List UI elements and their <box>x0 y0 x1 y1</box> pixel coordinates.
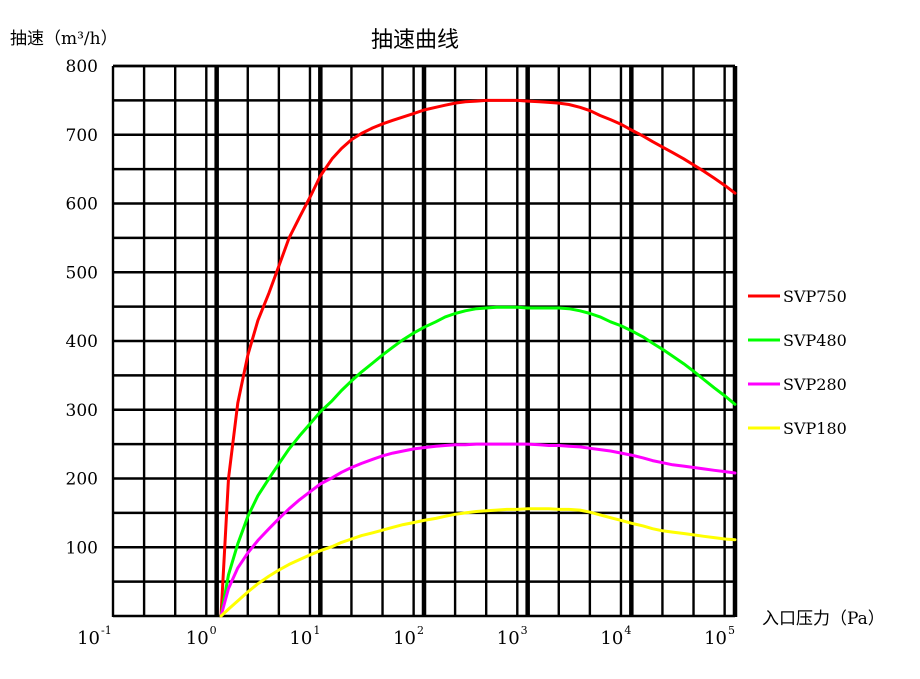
x-axis-label: 入口压力（Pa） <box>762 609 885 629</box>
x-tick-base: 10 <box>600 628 623 649</box>
grid-layer <box>111 64 738 618</box>
x-tick-label: 10 1 <box>289 624 320 649</box>
y-tick-label: 700 <box>66 126 98 146</box>
y-axis-label: 抽速（m³/h） <box>10 29 118 49</box>
x-tick-exponent: -1 <box>101 624 112 637</box>
y-tick-label: 600 <box>66 195 98 215</box>
x-tick-exponent: 4 <box>624 624 631 637</box>
chart-title: 抽速曲线 <box>371 28 459 53</box>
x-tick-label: 10 2 <box>393 624 424 649</box>
series-line-svp180 <box>219 507 737 618</box>
legend-label-svp280: SVP280 <box>783 375 847 394</box>
x-tick-label: 10 3 <box>497 624 528 649</box>
x-tick-base: 10 <box>497 628 520 649</box>
legend-layer: SVP750 SVP480 SVP280 SVP180 <box>748 287 847 438</box>
legend-label-svp750: SVP750 <box>783 287 847 306</box>
y-tick-label: 300 <box>66 401 98 421</box>
x-tick-base: 10 <box>289 628 312 649</box>
x-tick-label: 10 -1 <box>77 624 112 649</box>
y-tick-label: 800 <box>66 57 98 77</box>
x-tick-base: 10 <box>704 628 727 649</box>
y-tick-label: 100 <box>66 538 98 558</box>
series-line-svp480 <box>219 305 737 618</box>
x-tick-base: 10 <box>186 628 209 649</box>
series-line-svp280 <box>219 442 737 618</box>
y-tick-label: 200 <box>66 470 98 490</box>
x-tick-label: 10 5 <box>704 624 735 649</box>
y-tick-label: 500 <box>66 263 98 283</box>
x-tick-label: 10 0 <box>186 624 217 649</box>
x-tick-exponent: 1 <box>313 624 320 637</box>
x-tick-base: 10 <box>77 628 100 649</box>
x-tick-exponent: 0 <box>210 624 217 637</box>
series-line-svp750 <box>219 98 737 618</box>
x-tick-exponent: 3 <box>521 624 528 637</box>
x-tick-exponent: 2 <box>417 624 424 637</box>
legend-label-svp180: SVP180 <box>783 419 847 438</box>
y-tick-label: 400 <box>66 332 98 352</box>
series-layer <box>219 98 737 618</box>
x-tick-exponent: 5 <box>728 624 735 637</box>
x-tick-base: 10 <box>393 628 416 649</box>
x-tick-label: 10 4 <box>600 624 631 649</box>
legend-label-svp480: SVP480 <box>783 331 847 350</box>
